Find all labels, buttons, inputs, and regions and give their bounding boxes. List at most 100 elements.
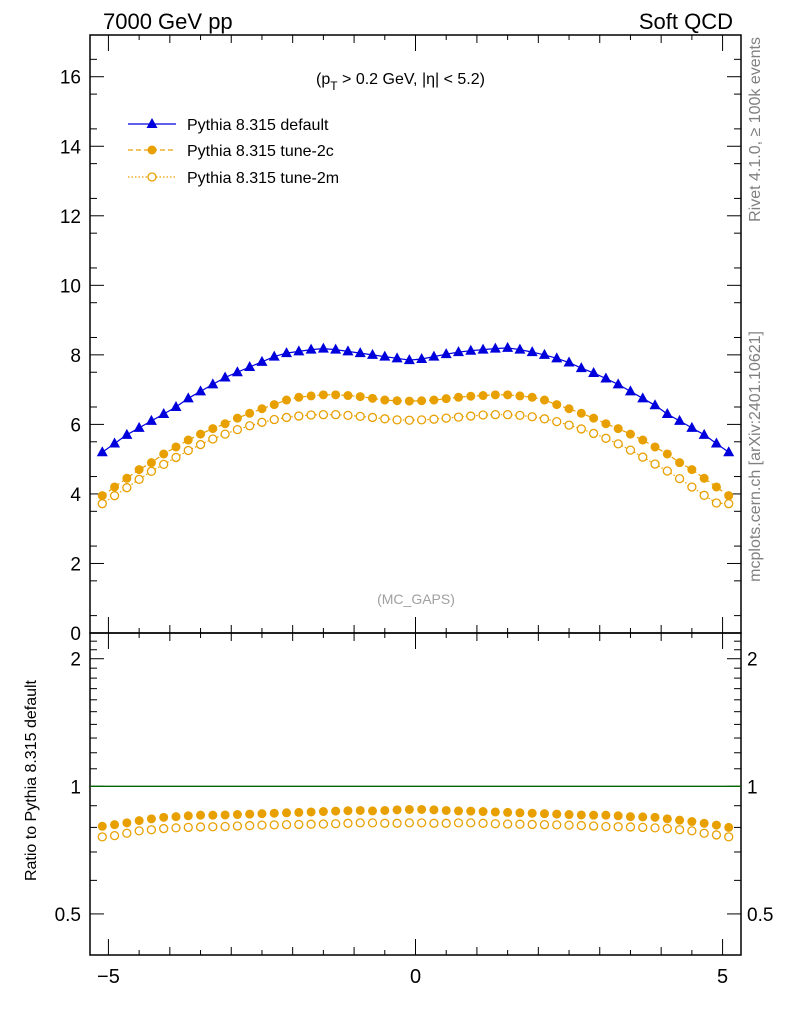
data-point-tune2c <box>282 395 292 405</box>
ratio-point-tune2c <box>122 818 132 828</box>
data-point-tune2m <box>404 415 415 425</box>
ratio-point-tune2c <box>306 807 316 817</box>
ratio-point-tune2m <box>146 825 157 835</box>
main-y-tick-label: 2 <box>70 554 81 575</box>
data-point-tune2m <box>122 483 132 493</box>
data-point-tune2c <box>183 435 193 445</box>
data-point-tune2m <box>245 421 255 431</box>
data-point-default <box>723 446 735 457</box>
data-point-default <box>317 342 329 353</box>
data-point-tune2c <box>404 396 414 406</box>
data-point-tune2c <box>97 491 107 501</box>
main-y-tick-label: 4 <box>70 485 81 506</box>
legend-marker-tune2c <box>147 145 157 155</box>
data-point-default <box>293 345 305 356</box>
data-point-tune2m <box>662 466 672 476</box>
ratio-point-tune2c <box>466 806 476 816</box>
ratio-point-tune2m <box>429 818 439 828</box>
ratio-point-tune2m <box>650 823 660 833</box>
data-point-default <box>637 392 649 403</box>
legend-entry-tune2m: Pythia 8.315 tune-2m <box>128 170 339 187</box>
data-point-tune2c <box>392 396 402 406</box>
data-point-default <box>452 346 464 357</box>
data-point-tune2m <box>331 410 341 420</box>
ratio-point-tune2m <box>109 830 120 841</box>
ratio-point-tune2c <box>675 815 685 825</box>
data-point-tune2c <box>503 390 513 400</box>
data-point-tune2m <box>146 466 157 476</box>
data-point-default <box>403 354 415 365</box>
data-point-tune2m <box>576 424 586 434</box>
data-point-default <box>612 378 624 389</box>
data-point-tune2c <box>331 390 341 400</box>
legend-entry-default: Pythia 8.315 default <box>128 117 329 134</box>
ratio-point-tune2c <box>453 806 463 816</box>
data-point-tune2c <box>675 458 685 468</box>
ratio-point-tune2c <box>478 807 488 817</box>
data-point-tune2c <box>564 404 574 414</box>
main-y-tick-label: 8 <box>70 346 81 367</box>
ratio-point-tune2m <box>220 821 230 832</box>
ratio-point-tune2m <box>441 818 451 828</box>
data-point-tune2c <box>159 449 169 459</box>
ratio-point-tune2m <box>588 821 599 831</box>
ratio-point-tune2m <box>331 819 341 829</box>
data-point-default <box>477 343 489 354</box>
data-point-tune2c <box>355 392 365 402</box>
ratio-point-tune2m <box>404 818 415 828</box>
data-point-tune2c <box>724 491 734 501</box>
ratio-series-layer <box>90 785 741 842</box>
ratio-point-tune2c <box>368 806 378 816</box>
ratio-axis-ticks: 0.5 0.5 1 1 2 2 −5 0 5 <box>55 633 773 988</box>
data-point-default <box>182 392 194 403</box>
data-point-tune2c <box>343 391 353 401</box>
ratio-point-tune2m <box>294 819 304 830</box>
data-point-tune2m <box>392 415 402 425</box>
ratio-point-tune2c <box>97 821 107 831</box>
data-point-tune2m <box>564 420 574 430</box>
ratio-point-tune2c <box>208 810 218 820</box>
data-point-tune2c <box>318 390 328 400</box>
side-label-mcplots: mcplots.cern.ch [arXiv:2401.10621] <box>747 331 764 582</box>
ratio-point-tune2c <box>527 808 537 818</box>
x-tick-label: 5 <box>717 966 728 988</box>
data-point-tune2m <box>281 412 292 423</box>
ratio-point-tune2c <box>711 820 721 830</box>
ratio-point-tune2c <box>134 816 144 826</box>
data-point-tune2c <box>441 394 451 404</box>
ratio-point-tune2m <box>552 820 562 830</box>
data-point-default <box>440 348 452 359</box>
legend-label-tune2m: Pythia 8.315 tune-2m <box>187 170 339 187</box>
ratio-point-tune2m <box>367 818 378 828</box>
x-tick-label: 0 <box>410 966 421 988</box>
ratio-point-tune2m <box>269 820 279 830</box>
ratio-point-tune2m <box>355 818 365 828</box>
watermark-mc-gaps: (MC_GAPS) <box>377 591 455 607</box>
ratio-point-tune2c <box>331 806 341 816</box>
ratio-point-tune2c <box>490 807 500 817</box>
ratio-point-tune2c <box>380 805 390 815</box>
ratio-point-tune2c <box>662 814 672 824</box>
data-point-tune2m <box>367 412 378 423</box>
data-point-tune2c <box>380 395 390 405</box>
data-point-tune2c <box>613 424 623 434</box>
ratio-point-tune2m <box>343 818 353 828</box>
data-point-tune2m <box>502 410 513 420</box>
ratio-point-tune2m <box>257 820 267 830</box>
data-point-default <box>563 356 575 367</box>
main-y-tick-label: 6 <box>70 415 81 436</box>
ratio-y-tick-label: 0.5 <box>55 905 81 926</box>
data-point-default <box>281 347 293 358</box>
data-point-tune2c <box>232 413 242 423</box>
ratio-point-tune2c <box>417 804 427 814</box>
data-point-tune2m <box>208 434 218 444</box>
ratio-point-tune2m <box>576 820 586 831</box>
data-point-tune2c <box>220 419 230 429</box>
data-point-tune2c <box>589 413 599 423</box>
ratio-point-tune2c <box>294 807 304 817</box>
ratio-point-tune2m <box>306 819 316 829</box>
ratio-point-tune2c <box>638 812 648 822</box>
data-point-tune2m <box>527 412 537 422</box>
ratio-point-tune2c <box>343 806 353 816</box>
